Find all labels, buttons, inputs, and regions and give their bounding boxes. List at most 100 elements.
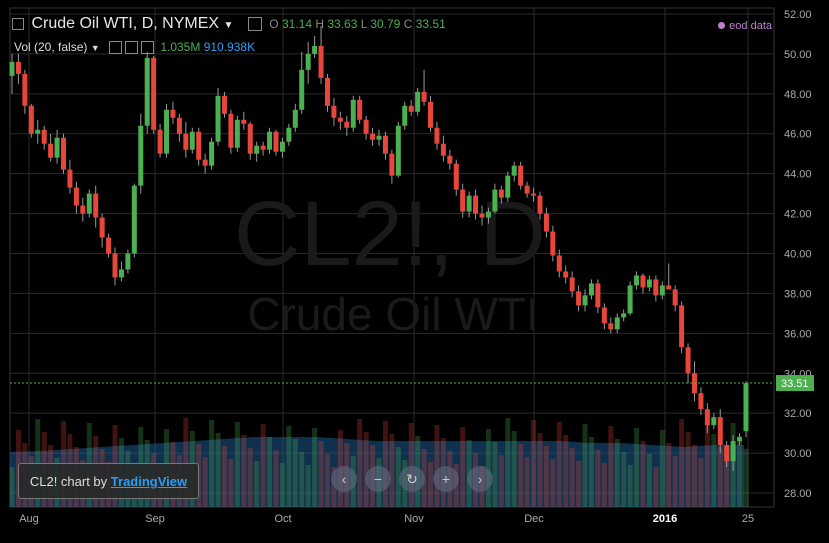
candle-body: [138, 125, 144, 186]
volume-bar: [498, 455, 504, 507]
volume-bar: [608, 426, 614, 507]
reset-button[interactable]: ↻: [399, 466, 425, 492]
candle-body: [608, 323, 614, 330]
volume-bar: [260, 424, 266, 507]
candle-body: [67, 169, 73, 188]
candle-body: [485, 211, 491, 218]
y-tick-label: 36.00: [784, 328, 812, 340]
candle-body: [209, 141, 215, 166]
candle-body: [666, 285, 672, 290]
candle-body: [717, 417, 723, 446]
collapse-icon[interactable]: [12, 17, 24, 30]
volume-bar: [640, 441, 646, 507]
close-label: C: [403, 17, 413, 31]
candle-body: [556, 255, 562, 272]
candle-body: [131, 185, 137, 254]
candle-body: [202, 159, 208, 166]
candle-body: [685, 347, 691, 374]
candle-body: [505, 175, 511, 198]
volume-bar: [215, 433, 221, 507]
candle-body: [595, 283, 601, 308]
volume-bar: [434, 425, 440, 507]
time-axis: Aug Sep Oct Nov Dec 2016 25: [19, 513, 754, 525]
volume-bar: [254, 461, 260, 507]
volume-bar: [563, 435, 569, 507]
candle-body: [434, 127, 440, 144]
zoom-in-button[interactable]: +: [433, 466, 459, 492]
volume-bar: [221, 446, 227, 507]
candle-body: [415, 91, 421, 112]
candle-body: [247, 123, 253, 154]
candle-body: [61, 137, 67, 170]
candle-body: [704, 409, 710, 426]
volume-bar: [550, 459, 556, 507]
chevron-down-icon[interactable]: ▼: [90, 43, 100, 53]
volume-bar: [621, 452, 627, 507]
volume-bar: [209, 420, 215, 507]
last-price-label: 33.51: [781, 378, 809, 390]
badge-prefix: CL2! chart by: [29, 474, 108, 489]
volume-bar: [672, 456, 678, 507]
high-value: 33.63: [327, 17, 358, 31]
candle-body: [35, 129, 41, 134]
watermark-symbol: CL2!, D: [234, 183, 546, 285]
candle-body: [511, 165, 517, 176]
y-tick-label: 30.00: [784, 448, 812, 460]
candle-body: [653, 279, 659, 296]
candle-body: [215, 95, 221, 142]
candle-body: [569, 277, 575, 292]
close-value: 33.51: [415, 17, 446, 31]
candle-body: [170, 109, 176, 118]
candle-body: [228, 113, 234, 148]
y-tick-label: 46.00: [784, 129, 812, 141]
volume-bar: [576, 461, 582, 507]
volume-bar: [279, 463, 285, 507]
volume-bar: [531, 420, 537, 507]
tradingview-badge: CL2! chart by TradingView: [18, 463, 199, 499]
candle-body: [254, 145, 260, 154]
candle-body: [357, 99, 363, 120]
eye-icon[interactable]: [108, 41, 122, 55]
y-tick-label: 42.00: [784, 209, 812, 221]
volume-bar: [357, 419, 363, 507]
chevron-down-icon[interactable]: ▼: [223, 20, 234, 31]
volume-bar: [627, 465, 633, 507]
candle-body: [279, 141, 285, 152]
eod-label: eod data: [729, 20, 772, 32]
x-tick-label: Oct: [274, 513, 291, 525]
volume-bar: [666, 443, 672, 507]
candle-body: [241, 119, 247, 124]
volume-bar: [588, 437, 594, 507]
tradingview-link[interactable]: TradingView: [110, 474, 188, 489]
gear-icon[interactable]: [124, 41, 138, 55]
candle-body: [9, 61, 15, 76]
x-tick-label: 25: [742, 513, 754, 525]
zoom-out-button[interactable]: −: [365, 466, 391, 492]
volume-bar: [595, 450, 601, 507]
volume-bar: [737, 436, 743, 507]
close-icon[interactable]: [140, 41, 154, 55]
candle-body: [99, 217, 105, 238]
settings-icon[interactable]: [247, 16, 262, 31]
symbol-title[interactable]: Crude Oil WTI, D, NYMEX: [31, 15, 220, 32]
x-tick-label: Aug: [19, 513, 39, 525]
scroll-right-button[interactable]: ›: [467, 466, 493, 492]
scroll-left-button[interactable]: ‹: [331, 466, 357, 492]
volume-bar: [614, 439, 620, 507]
candle-body: [106, 237, 112, 254]
volume-bar: [389, 434, 395, 507]
volume-label[interactable]: Vol (20, false): [14, 40, 88, 54]
volume-bar: [247, 448, 253, 507]
volume-bar: [505, 418, 511, 507]
candle-body: [344, 121, 350, 128]
candle-body: [428, 101, 434, 128]
candle-body: [627, 285, 633, 314]
volume-bar: [634, 428, 640, 507]
y-tick-label: 38.00: [784, 288, 812, 300]
candle-body: [337, 117, 343, 122]
dot-icon: [718, 22, 726, 29]
candle-body: [176, 117, 182, 134]
volume-bar: [408, 423, 414, 507]
